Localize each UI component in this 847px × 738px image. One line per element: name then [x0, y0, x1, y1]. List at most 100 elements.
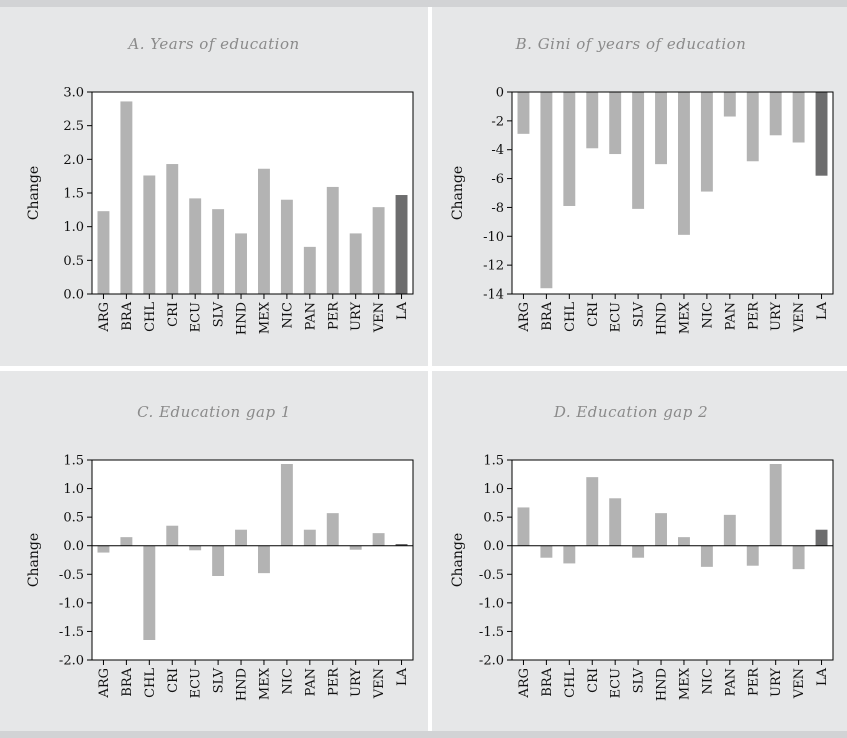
x-tick-label-mex: MEX	[677, 667, 692, 700]
plot-frame	[511, 459, 834, 661]
bar-per	[746, 92, 759, 162]
y-tick-label: -0.5	[59, 568, 84, 583]
x-tick-label-chl: CHL	[563, 302, 578, 332]
x-tick-label-cri: CRI	[166, 668, 181, 693]
y-tick-label: -1.0	[59, 596, 84, 611]
x-tick-label-ecu: ECU	[189, 668, 204, 698]
y-tick-label: -14	[483, 288, 504, 303]
y-tick-label: 1.0	[63, 482, 84, 497]
bar-ury	[349, 545, 362, 550]
x-tick-label-chl: CHL	[563, 668, 578, 698]
bar-ven	[372, 207, 385, 294]
y-tick-label: -8	[491, 201, 504, 216]
x-tick-label-nic: NIC	[700, 302, 715, 329]
bar-cri	[586, 477, 599, 546]
bar-hnd	[655, 513, 667, 546]
bar-nic	[280, 464, 293, 546]
x-tick-label-bra: BRA	[540, 667, 555, 696]
bar-la	[395, 544, 408, 546]
bar-chl	[143, 545, 156, 640]
bar-bra	[540, 545, 553, 558]
y-axis-label: Change	[450, 166, 466, 220]
y-axis-label: Change	[26, 533, 42, 587]
bar-nic	[700, 545, 713, 567]
bar-bra	[120, 101, 133, 295]
y-tick-label: -12	[483, 259, 504, 274]
y-tick-label: 1.5	[63, 187, 84, 202]
bar-ecu	[609, 92, 622, 155]
top-band	[0, 0, 847, 7]
x-tick-label-pan: PAN	[723, 668, 738, 696]
bar-per	[746, 545, 759, 566]
y-tick-label: 2.0	[63, 153, 84, 168]
bar-ven	[372, 533, 385, 546]
x-tick-label-mex: MEX	[257, 667, 272, 700]
x-tick-label-la: LA	[395, 667, 410, 686]
y-tick-label: -0.5	[479, 568, 504, 583]
y-tick-label: 0.5	[63, 254, 84, 269]
y-tick-label: -10	[483, 230, 504, 245]
bar-ecu	[189, 198, 202, 294]
x-tick-label-cri: CRI	[586, 302, 601, 327]
bar-bra	[120, 537, 133, 546]
x-tick-label-ecu: ECU	[609, 668, 624, 698]
x-tick-label-hnd: HND	[235, 668, 250, 701]
y-tick-label: -2.0	[479, 654, 504, 669]
bar-ury	[769, 92, 782, 136]
y-axis-label: Change	[26, 166, 42, 220]
bar-arg	[97, 211, 110, 294]
bar-slv	[632, 545, 645, 558]
y-tick-label: 0.5	[483, 511, 504, 526]
bar-per	[326, 186, 339, 294]
y-tick-label: 0.5	[63, 511, 84, 526]
x-tick-label-slv: SLV	[632, 667, 647, 693]
x-tick-label-cri: CRI	[586, 668, 601, 693]
bar-slv	[212, 209, 225, 294]
x-tick-label-hnd: HND	[655, 668, 670, 701]
bar-ury	[349, 233, 362, 294]
bar-mex	[678, 537, 690, 546]
horizontal-divider	[0, 366, 847, 371]
x-tick-label-slv: SLV	[212, 301, 227, 327]
x-tick-label-per: PER	[326, 301, 341, 330]
x-tick-label-ecu: ECU	[189, 302, 204, 332]
bar-mex	[678, 92, 690, 235]
x-tick-label-ury: URY	[349, 668, 364, 697]
bar-la	[815, 529, 828, 546]
bar-slv	[632, 92, 645, 209]
bar-arg	[517, 92, 530, 134]
bar-nic	[280, 199, 293, 294]
bar-ecu	[189, 545, 202, 551]
x-tick-label-bra: BRA	[540, 301, 555, 330]
bar-ven	[792, 545, 805, 570]
x-tick-label-ven: VEN	[792, 668, 807, 699]
x-tick-label-ven: VEN	[372, 302, 387, 333]
y-tick-label: -2.0	[59, 654, 84, 669]
y-tick-label: 1.5	[63, 454, 84, 469]
bar-pan	[723, 92, 736, 117]
bar-ecu	[609, 498, 622, 546]
y-tick-label: -6	[491, 172, 504, 187]
chart-title: D. Education gap 2	[553, 403, 708, 421]
bar-arg	[97, 545, 110, 553]
y-tick-label: 1.5	[483, 454, 504, 469]
bar-hnd	[235, 233, 247, 294]
x-tick-label-ury: URY	[769, 668, 784, 697]
y-tick-label: 1.0	[63, 220, 84, 235]
x-tick-label-nic: NIC	[700, 668, 715, 695]
bar-cri	[586, 92, 599, 149]
bar-ven	[792, 92, 805, 143]
x-tick-label-per: PER	[746, 667, 761, 696]
x-tick-label-pan: PAN	[303, 668, 318, 696]
y-tick-label: 0.0	[483, 539, 504, 554]
x-tick-label-cri: CRI	[166, 302, 181, 327]
bar-chl	[563, 545, 576, 564]
y-tick-label: -4	[491, 143, 504, 158]
x-tick-label-arg: ARG	[517, 668, 532, 699]
bar-ury	[769, 464, 782, 546]
x-tick-label-la: LA	[815, 301, 830, 320]
